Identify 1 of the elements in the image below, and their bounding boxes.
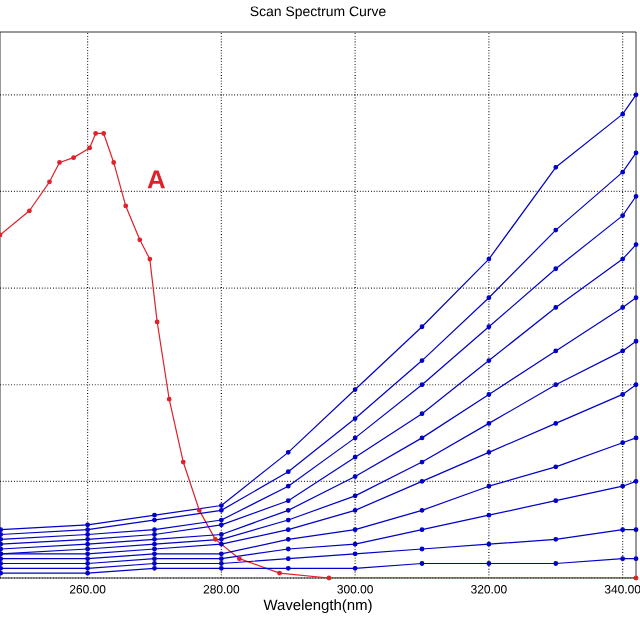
annotation: A [147,170,165,189]
